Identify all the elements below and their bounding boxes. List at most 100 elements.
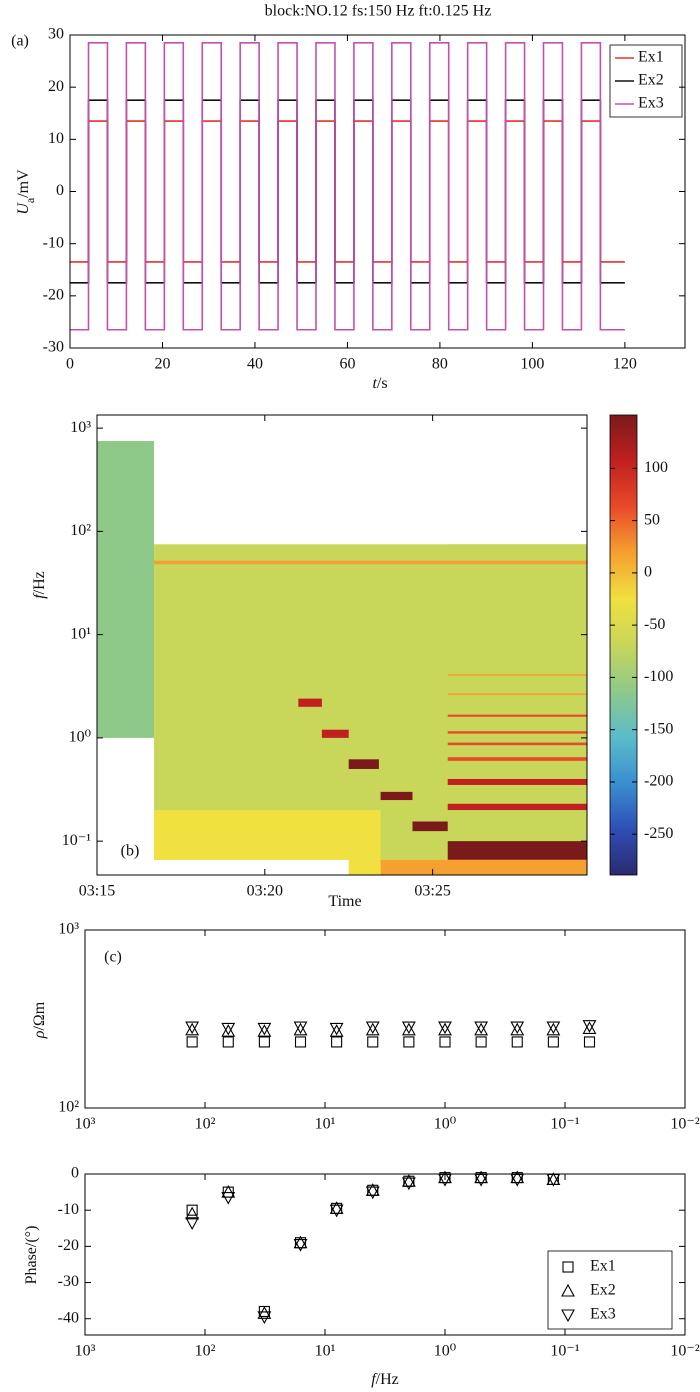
heat-cell [447, 841, 587, 860]
marker [582, 1021, 597, 1034]
marker [401, 1021, 416, 1035]
x-axis-label: Time [328, 893, 361, 910]
x-tick-label: 10⁰ [434, 1343, 456, 1360]
x-tick-label: 10¹ [315, 1116, 336, 1133]
label-part: /s [377, 375, 388, 392]
legend-label: Ex3 [638, 95, 664, 112]
marker [546, 1021, 561, 1035]
y-tick-label: -30 [58, 1273, 79, 1290]
panel-label: (b) [121, 843, 140, 860]
heat-cell [154, 560, 587, 565]
marker [438, 1022, 452, 1036]
y-tick-label: -10 [43, 234, 64, 251]
marker [293, 1235, 308, 1249]
marker [185, 1021, 200, 1035]
marker [258, 1036, 270, 1048]
y-tick-label: -20 [43, 287, 64, 304]
colorbar [609, 414, 638, 876]
heat-cell [321, 729, 349, 738]
x-axis-label: f/Hz [371, 1371, 399, 1388]
marker [186, 1204, 198, 1216]
marker [403, 1036, 415, 1048]
marker [294, 1036, 307, 1048]
data-line [70, 99, 625, 284]
label-part: a [23, 197, 37, 203]
heat-cell [380, 791, 413, 801]
heat-cell [97, 441, 155, 738]
heat-cell [348, 759, 379, 769]
heat-cell [447, 757, 587, 761]
y-tick-label: -40 [58, 1309, 79, 1326]
marker [293, 1021, 308, 1035]
marker [510, 1022, 525, 1036]
y-tick-label: 10¹ [70, 625, 91, 642]
chart-title: block:NO.12 fs:150 Hz ft:0.125 Hz [265, 3, 492, 20]
label-part: Phase/(°) [23, 1226, 40, 1285]
marker [583, 1036, 596, 1048]
x-tick-label: 03:20 [247, 883, 283, 900]
x-tick-label: 120 [613, 356, 637, 373]
marker [401, 1022, 416, 1036]
y-tick-label: 10⁻¹ [62, 832, 91, 849]
heat-cell [447, 674, 587, 676]
y-tick-label: -30 [43, 339, 64, 356]
x-tick-label: 03:25 [414, 883, 450, 900]
legend-label: Ex1 [590, 1258, 616, 1275]
marker [365, 1186, 380, 1200]
marker [546, 1172, 561, 1185]
colorbar-label: -150 [644, 720, 673, 737]
marker [221, 1191, 236, 1205]
x-tick-label: 10³ [75, 1116, 96, 1133]
marker [475, 1036, 487, 1048]
label-part: /Hz [31, 571, 48, 594]
marker [562, 1261, 574, 1273]
y-tick-label: 0 [71, 1165, 79, 1182]
x-tick-label: 10³ [75, 1343, 96, 1360]
marker [365, 1021, 380, 1035]
marker [329, 1201, 344, 1214]
heat-cell [154, 810, 381, 860]
colorbar-label: 0 [644, 564, 652, 581]
colorbar-label: -250 [644, 825, 673, 842]
y-tick-label: -10 [58, 1201, 79, 1218]
marker [546, 1173, 561, 1187]
legend-label: Ex3 [590, 1306, 616, 1323]
marker [582, 1020, 597, 1033]
marker [257, 1306, 272, 1319]
heatmap [97, 441, 587, 875]
x-tick-label: 40 [247, 356, 263, 373]
panel-label: (a) [11, 33, 29, 50]
label-part: /mV [15, 169, 32, 198]
marker [329, 1204, 344, 1218]
y-tick-label: -20 [58, 1237, 79, 1254]
heat-cell [298, 698, 322, 707]
marker [547, 1036, 559, 1048]
label-part: ρ [31, 1030, 48, 1039]
label-part: f [371, 1371, 378, 1388]
y-tick-label: 10³ [70, 419, 91, 436]
x-tick-label: 10¹ [315, 1343, 336, 1360]
heat-cell [412, 821, 448, 832]
y-tick-label: 10² [58, 1099, 79, 1116]
x-tick-label: 10² [195, 1116, 216, 1133]
heat-cell [447, 693, 587, 696]
y-tick-label: 10³ [58, 921, 79, 938]
x-tick-label: 10⁻² [670, 1343, 699, 1360]
x-tick-label: 10⁻¹ [550, 1116, 579, 1133]
x-tick-label: 10⁻² [670, 1116, 699, 1133]
heat-cell [447, 731, 587, 734]
marker [401, 1177, 416, 1191]
legend-label: Ex1 [638, 49, 664, 66]
heat-cell [447, 778, 587, 785]
marker [329, 1022, 344, 1036]
x-tick-label: 60 [339, 356, 355, 373]
marker [331, 1036, 343, 1048]
plot-frame [96, 414, 588, 876]
marker [511, 1036, 523, 1048]
marker [561, 1283, 575, 1297]
marker [439, 1036, 451, 1048]
heat-cell [380, 859, 587, 875]
y-tick-label: 20 [48, 78, 64, 95]
x-tick-label: 10² [195, 1343, 216, 1360]
